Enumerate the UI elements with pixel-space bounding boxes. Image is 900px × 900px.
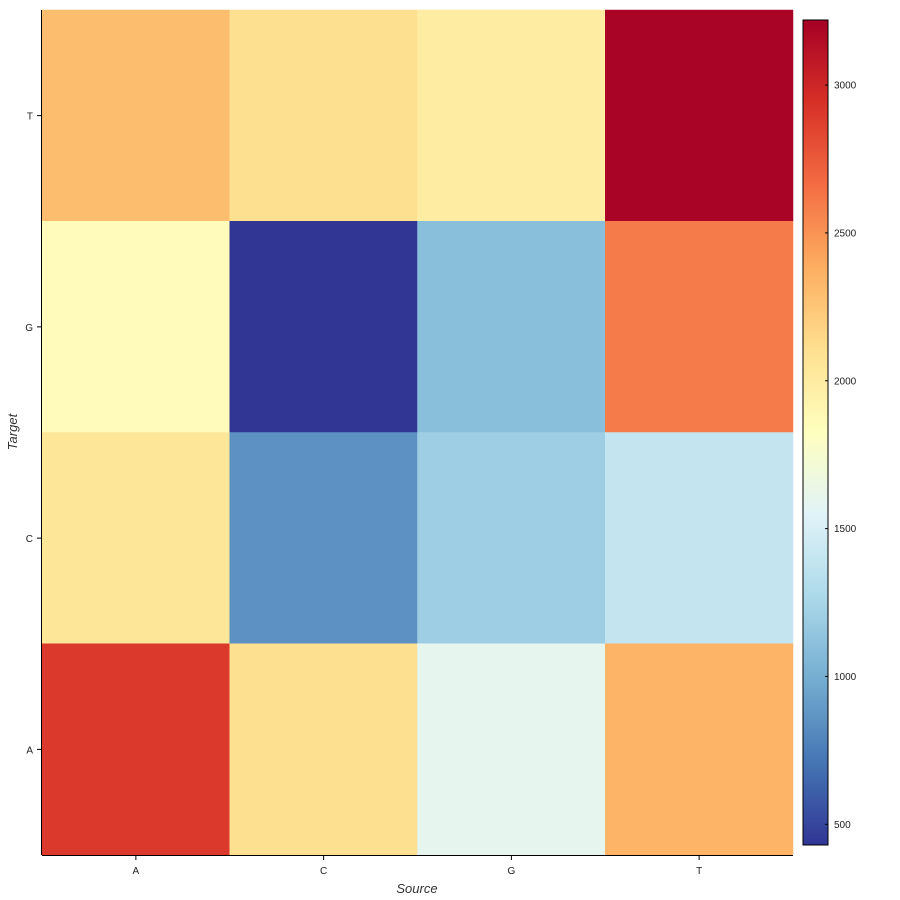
y-axis-title: Target <box>5 412 20 450</box>
x-tick-label-g: G <box>507 866 515 877</box>
heatmap-cell-t-c <box>229 9 418 222</box>
x-tick-label-c: C <box>320 866 327 877</box>
colorbar-tick-label: 2500 <box>834 228 857 239</box>
y-axis: T G C A <box>25 10 42 855</box>
heatmap-cell-c-c <box>229 432 418 644</box>
heatmap-cell-a-a <box>41 643 230 856</box>
colorbar-tick-label: 1500 <box>834 524 857 535</box>
heatmap-cells <box>41 9 794 856</box>
heatmap-cell-g-a <box>41 221 230 433</box>
colorbar: 500 1000 1500 2000 2500 3000 <box>802 19 857 846</box>
colorbar-gradient <box>803 20 828 845</box>
heatmap-cell-c-a <box>41 432 230 644</box>
heatmap-cell-g-c <box>229 221 418 433</box>
heatmap-cell-c-g <box>417 432 606 644</box>
y-tick-label-a: A <box>26 745 33 756</box>
heatmap-cell-a-g <box>417 643 606 856</box>
x-tick-label-t: T <box>696 866 702 877</box>
x-tick-label-a: A <box>133 866 140 877</box>
colorbar-tick-label: 3000 <box>834 81 857 92</box>
y-tick-label-t: T <box>27 112 33 123</box>
heatmap-cell-g-t <box>605 221 794 433</box>
colorbar-border <box>802 19 829 846</box>
y-tick-label-g: G <box>25 323 33 334</box>
heatmap-cell-a-c <box>229 643 418 856</box>
heatmap-cell-t-a <box>41 9 230 222</box>
x-axis-title: Source <box>396 881 437 896</box>
y-tick-label-c: C <box>26 534 33 545</box>
heatmap-cell-a-t <box>605 643 794 856</box>
colorbar-tick-label: 2000 <box>834 376 857 387</box>
heatmap-cell-c-t <box>605 432 794 644</box>
colorbar-tick-label: 1000 <box>834 672 857 683</box>
heatmap-cell-g-g <box>417 221 606 433</box>
colorbar-tick-label: 500 <box>834 820 851 831</box>
heatmap-cell-t-g <box>417 9 606 222</box>
heatmap-cell-t-t <box>605 9 794 222</box>
